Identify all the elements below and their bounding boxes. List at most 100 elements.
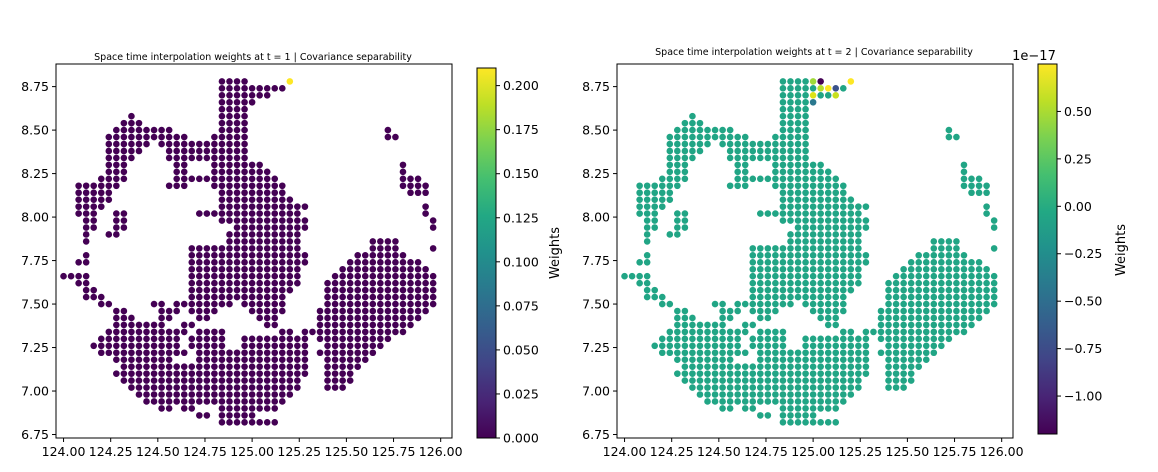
- y-tick-label: 7.00: [21, 384, 49, 399]
- data-point: [135, 391, 143, 398]
- data-point: [817, 265, 824, 273]
- data-point: [779, 154, 787, 162]
- data-point: [787, 217, 794, 224]
- data-point: [674, 161, 681, 169]
- data-point: [824, 300, 832, 308]
- data-point: [188, 147, 196, 155]
- data-point: [855, 377, 862, 384]
- data-point: [263, 217, 271, 224]
- data-point: [120, 224, 128, 231]
- data-point: [339, 265, 346, 273]
- data-point: [226, 231, 233, 238]
- data-point: [839, 356, 847, 364]
- data-point: [286, 78, 294, 85]
- data-point: [377, 279, 384, 287]
- data-point: [734, 363, 741, 370]
- data-point: [429, 272, 437, 280]
- data-point: [180, 349, 188, 357]
- data-point: [286, 224, 294, 231]
- data-point: [764, 265, 772, 273]
- data-point: [271, 398, 279, 405]
- y-axis-2: 6.757.007.257.507.758.008.258.508.75: [582, 79, 617, 442]
- data-point: [399, 252, 407, 259]
- data-point: [809, 238, 817, 245]
- data-point: [832, 377, 840, 384]
- data-point: [809, 78, 817, 85]
- data-point: [787, 370, 794, 377]
- data-point: [165, 314, 173, 322]
- data-point: [968, 182, 975, 190]
- data-point: [658, 335, 666, 343]
- data-point: [361, 300, 369, 308]
- data-point: [120, 349, 128, 357]
- data-point: [839, 210, 847, 217]
- data-point: [278, 238, 286, 245]
- y-tick-label: 6.75: [582, 427, 610, 442]
- x-tick-label: 126.00: [419, 444, 463, 459]
- data-point: [809, 245, 817, 252]
- data-point: [990, 286, 998, 294]
- data-point: [741, 377, 749, 384]
- data-point: [120, 210, 128, 217]
- data-point: [233, 238, 241, 245]
- data-point: [741, 363, 749, 370]
- data-point: [794, 293, 802, 301]
- data-point: [361, 356, 369, 364]
- data-point: [271, 286, 279, 294]
- data-point: [324, 370, 331, 377]
- data-point: [218, 78, 226, 85]
- data-point: [802, 405, 809, 412]
- data-point: [772, 259, 779, 266]
- data-point: [158, 307, 165, 315]
- data-point: [354, 265, 362, 273]
- data-point: [324, 300, 331, 308]
- data-point: [794, 78, 802, 85]
- data-point: [968, 300, 975, 308]
- data-point: [953, 272, 960, 280]
- data-point: [719, 307, 726, 315]
- data-point: [787, 293, 794, 301]
- data-point: [817, 252, 824, 259]
- data-point: [354, 252, 362, 259]
- data-point: [97, 203, 105, 210]
- data-point: [666, 342, 674, 350]
- data-point: [809, 161, 817, 169]
- data-point: [248, 349, 256, 357]
- data-point: [741, 140, 749, 148]
- data-point: [990, 279, 998, 287]
- data-point: [787, 259, 794, 266]
- data-point: [128, 335, 135, 343]
- data-point: [248, 224, 256, 231]
- data-point: [922, 328, 930, 336]
- data-point: [907, 293, 915, 301]
- data-point: [180, 133, 188, 141]
- data-point: [681, 349, 689, 357]
- data-point: [361, 279, 369, 287]
- data-point: [324, 321, 331, 329]
- data-point: [975, 307, 983, 315]
- data-point: [82, 196, 90, 203]
- data-point: [196, 377, 203, 384]
- data-point: [953, 279, 960, 287]
- data-point: [331, 363, 339, 370]
- data-point: [196, 363, 203, 370]
- data-point: [953, 321, 960, 329]
- data-point: [809, 370, 817, 377]
- data-point: [256, 419, 263, 426]
- data-point: [248, 419, 256, 426]
- data-point: [847, 363, 855, 370]
- data-point: [158, 356, 165, 364]
- data-point: [248, 307, 256, 315]
- data-point: [150, 300, 158, 308]
- data-point: [809, 377, 817, 384]
- data-point: [809, 405, 817, 412]
- data-point: [256, 398, 263, 405]
- data-point: [983, 265, 990, 273]
- data-point: [915, 265, 923, 273]
- data-point: [847, 279, 855, 287]
- data-point: [196, 140, 203, 148]
- data-point: [681, 314, 689, 322]
- data-point: [658, 196, 666, 203]
- data-point: [278, 391, 286, 398]
- data-point: [203, 293, 211, 301]
